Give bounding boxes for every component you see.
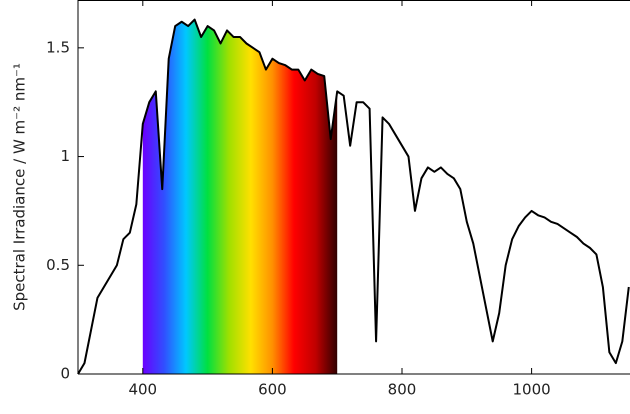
- y-tick-label: 0: [60, 365, 70, 383]
- y-axis-label: Spectral Irradiance / W m⁻² nm⁻¹: [11, 63, 29, 311]
- x-tick-label: 1000: [513, 381, 551, 399]
- x-tick-label: 400: [128, 381, 157, 399]
- y-tick-label: 0.5: [46, 256, 70, 274]
- spectrum-line: [77, 18, 630, 375]
- y-tick-label: 1: [60, 147, 70, 165]
- visible-spectrum-fill: [142, 19, 338, 374]
- y-tick-label: 1.5: [46, 38, 70, 56]
- x-tick-label: 600: [258, 381, 287, 399]
- x-tick-label: 800: [388, 381, 417, 399]
